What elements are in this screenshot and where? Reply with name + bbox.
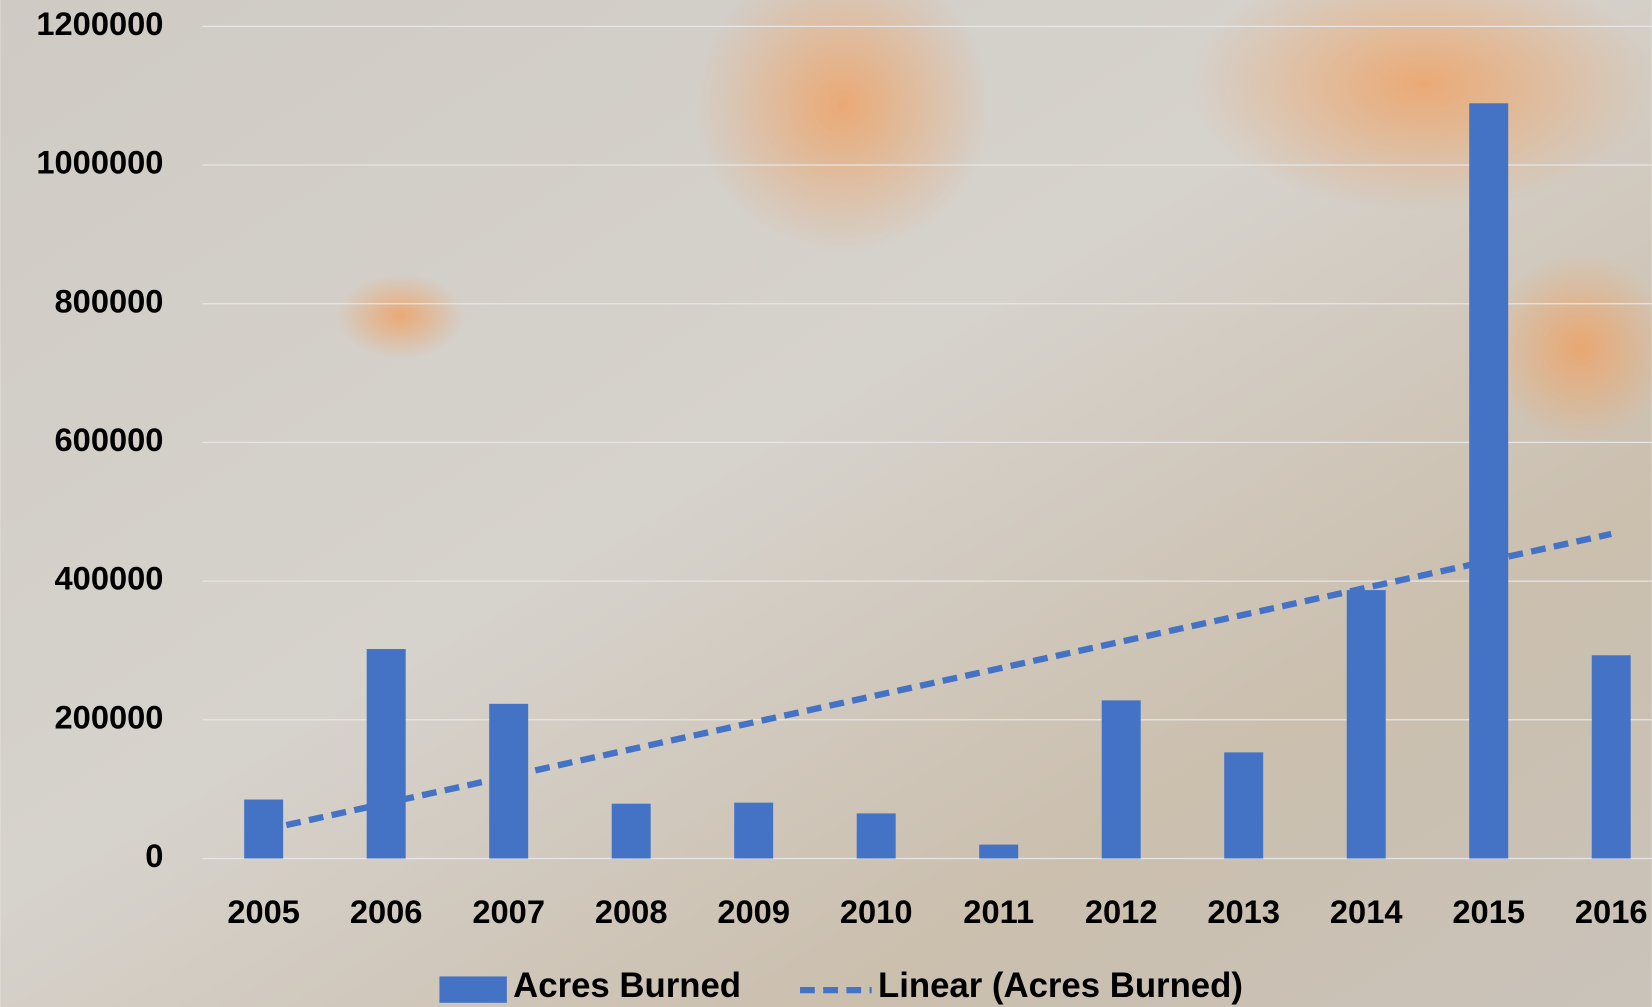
bar: [1101, 700, 1141, 859]
bar: [979, 844, 1019, 859]
bar: [366, 649, 406, 859]
bar: [1346, 590, 1386, 859]
background-fire: [695, 0, 991, 253]
bar: [1591, 655, 1631, 859]
bar: [856, 813, 896, 859]
x-tick-label: 2010: [840, 893, 913, 930]
background-fire: [337, 273, 464, 359]
x-tick-label: 2006: [350, 893, 423, 930]
y-tick-label: 400000: [55, 560, 164, 597]
background-fire: [1485, 252, 1652, 443]
x-tick-label: 2014: [1330, 893, 1403, 930]
y-tick-label: 1000000: [36, 144, 163, 181]
x-tick-label: 2008: [595, 893, 668, 930]
background-fire: [1190, 0, 1652, 211]
y-tick-label: 600000: [55, 421, 164, 458]
x-tick-label: 2013: [1207, 893, 1280, 930]
bar: [1224, 752, 1264, 859]
x-tick-label: 2009: [717, 893, 790, 930]
x-tick-label: 2005: [227, 893, 300, 930]
legend-label: Linear (Acres Burned): [878, 967, 1243, 1005]
bar: [1469, 103, 1509, 859]
bar: [611, 803, 651, 859]
x-tick-label: 2015: [1452, 893, 1525, 930]
y-tick-label: 1200000: [36, 5, 163, 42]
bar: [734, 802, 774, 859]
y-tick-label: 0: [145, 837, 163, 874]
y-tick-label: 800000: [55, 282, 164, 319]
y-tick-label: 200000: [55, 698, 164, 735]
x-tick-label: 2012: [1085, 893, 1158, 930]
x-tick-label: 2011: [963, 893, 1034, 930]
legend-swatch: [439, 976, 507, 1003]
x-tick-label: 2007: [472, 893, 545, 930]
trend-line: [262, 530, 1612, 834]
x-tick-label: 2016: [1575, 893, 1648, 930]
legend-label: Acres Burned: [513, 967, 741, 1005]
